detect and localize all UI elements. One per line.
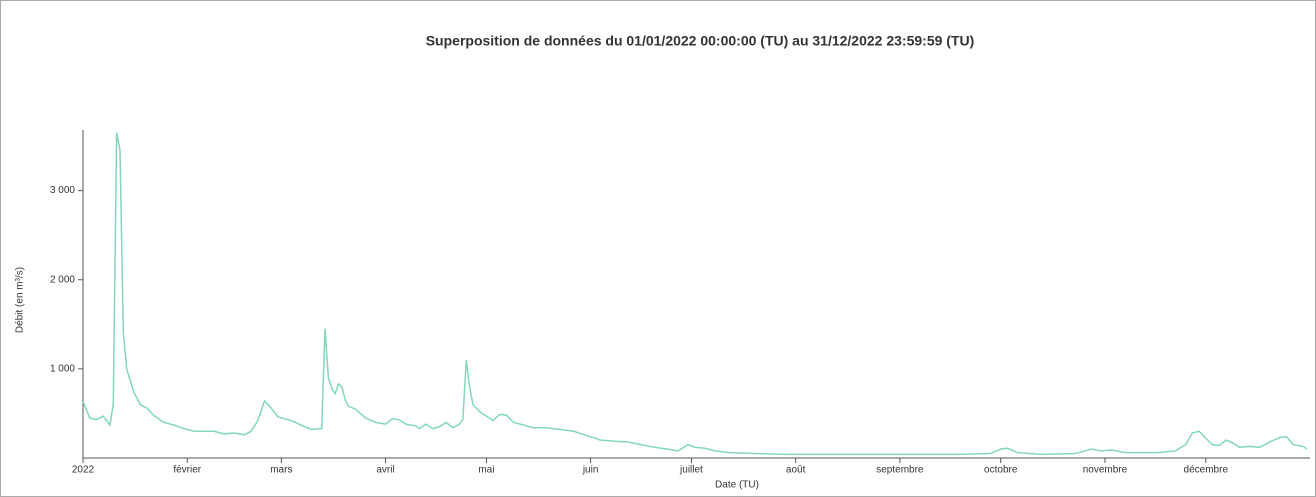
x-tick-label: octobre [984, 465, 1018, 476]
y-tick-label: 3 000 [50, 185, 75, 196]
x-tick-label: septembre [876, 465, 924, 476]
x-tick-label: 2022 [72, 465, 95, 476]
chart-title: Superposition de données du 01/01/2022 0… [426, 33, 975, 49]
x-tick-label: février [173, 465, 201, 476]
x-tick-label: juillet [679, 465, 703, 476]
y-tick-label: 1 000 [50, 364, 75, 375]
y-tick-label: 2 000 [50, 274, 75, 285]
x-tick-label: décembre [1184, 465, 1229, 476]
x-tick-label: mars [270, 465, 292, 476]
x-tick-label: avril [376, 465, 394, 476]
x-tick-label: août [786, 465, 806, 476]
y-axis-label: Débit (en m³/s) [15, 267, 26, 333]
x-tick-label: juin [582, 465, 599, 476]
x-tick-label: novembre [1083, 465, 1128, 476]
data-line [82, 132, 1308, 456]
x-axis-label: Date (TU) [715, 480, 759, 491]
x-tick-label: mai [478, 465, 494, 476]
